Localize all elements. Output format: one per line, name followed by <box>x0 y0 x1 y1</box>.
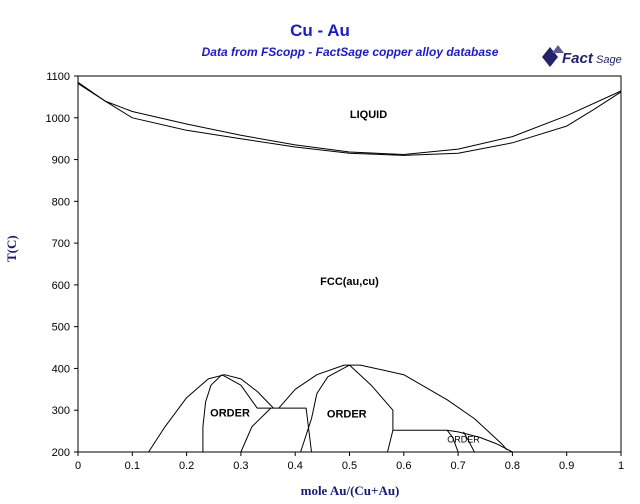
x-tick-label: 0 <box>75 460 81 472</box>
phase-region-label: ORDER <box>447 434 480 444</box>
y-tick-label: 800 <box>52 196 70 208</box>
phase-boundary-line <box>202 374 223 452</box>
y-tick-label: 400 <box>52 363 70 375</box>
x-axis-label: mole Au/(Cu+Au) <box>300 483 400 498</box>
x-tick-label: 0.5 <box>342 460 357 472</box>
svg-text:Fact: Fact <box>562 50 594 67</box>
y-tick-label: 1100 <box>46 71 70 83</box>
x-tick-label: 0.3 <box>233 460 248 472</box>
svg-text:Sage: Sage <box>596 54 622 66</box>
y-tick-label: 900 <box>52 155 70 167</box>
chart-subtitle: Data from FScopp - FactSage copper alloy… <box>201 45 499 59</box>
factsage-logo-icon: Fact Sage <box>542 45 622 67</box>
phase-region-label: FCC(au,cu) <box>320 276 379 288</box>
x-tick-label: 0.9 <box>559 460 574 472</box>
phase-boundary-line <box>446 429 459 453</box>
x-tick-label: 0.4 <box>288 460 303 472</box>
y-tick-label: 1000 <box>46 113 70 125</box>
y-tick-label: 300 <box>52 405 70 417</box>
phase-region-label: ORDER <box>327 408 367 420</box>
phase-boundary-line <box>77 83 622 156</box>
phase-boundary-line <box>240 407 272 453</box>
phase-boundary-line <box>278 364 508 451</box>
y-tick-label: 200 <box>52 447 70 459</box>
phase-boundary-line <box>392 429 513 453</box>
chart-title: Cu - Au <box>290 21 350 40</box>
x-tick-label: 0.2 <box>179 460 194 472</box>
phase-region-label: LIQUID <box>350 109 387 121</box>
x-tick-label: 0.8 <box>505 460 520 472</box>
phase-boundary-line <box>300 364 350 453</box>
y-tick-label: 500 <box>52 322 70 334</box>
x-tick-label: 0.6 <box>396 460 411 472</box>
x-tick-label: 1 <box>618 460 624 472</box>
phase-boundary-line <box>221 374 312 453</box>
y-tick-label: 700 <box>52 238 70 250</box>
y-tick-label: 600 <box>52 280 70 292</box>
x-tick-label: 0.1 <box>125 460 140 472</box>
phase-region-label: ORDER <box>210 407 250 419</box>
phase-boundary-line <box>349 364 394 453</box>
plot-frame <box>77 75 622 453</box>
phase-boundary-line <box>77 81 622 155</box>
phase-boundary-line <box>148 374 274 453</box>
x-tick-label: 0.7 <box>450 460 465 472</box>
phase-boundary-line <box>463 431 475 453</box>
